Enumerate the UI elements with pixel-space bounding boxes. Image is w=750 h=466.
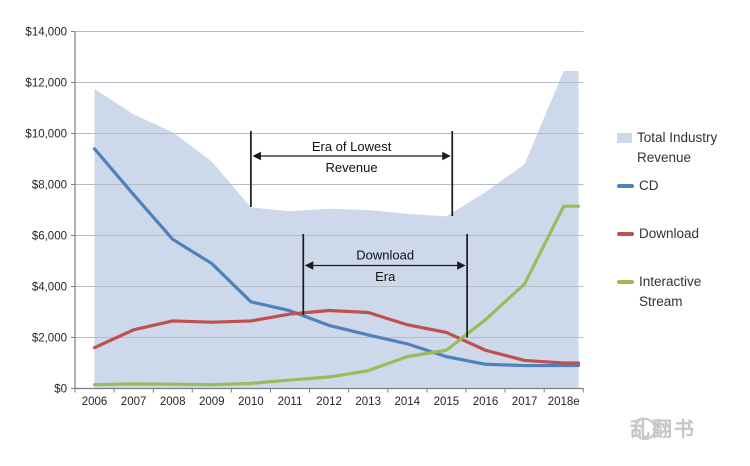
download-era-annotation: Download Era	[302, 234, 468, 338]
watermark-text: 乱翻书	[630, 419, 696, 441]
x-axis-label: 2018e	[548, 396, 580, 408]
x-axis-label: 2007	[121, 396, 147, 408]
era-of-lowest-revenue-label-line-2: Revenue	[326, 160, 378, 175]
y-axis-label: $6,000	[32, 231, 67, 243]
y-axis-label: $12,000	[25, 78, 67, 90]
legend-item-download: Download	[617, 224, 743, 244]
x-axis-label: 2009	[199, 396, 225, 408]
cd-line	[92, 147, 581, 368]
era-of-lowest-revenue-annotation: Era of Lowest Revenue	[250, 131, 454, 216]
x-axis-label: 2011	[278, 396, 303, 408]
x-axis-label: 2006	[82, 396, 108, 408]
download-era-label-line-1: Download	[356, 248, 414, 263]
legend-label-total-industry-revenue: Total Industry Revenue	[637, 130, 718, 165]
legend-label-interactive-stream: Interactive Stream	[639, 274, 702, 309]
download-line	[92, 308, 581, 365]
total-industry-revenue-swatch	[617, 133, 632, 143]
x-axis-label: 2010	[238, 396, 264, 408]
cd-line-swatch	[617, 184, 634, 188]
legend-item-cd: CD	[617, 176, 743, 196]
download-era-label-line-2: Era	[375, 269, 396, 284]
x-axis-label: 2013	[355, 396, 381, 408]
legend-label-download: Download	[639, 226, 700, 241]
x-axis-label: 2016	[473, 396, 499, 408]
watermark: 乱翻书	[630, 413, 696, 442]
y-axis-label: $8,000	[32, 180, 67, 192]
interactive-stream-line	[92, 204, 581, 387]
x-axis-label: 2012	[316, 396, 342, 408]
x-axis-label: 2008	[160, 396, 186, 408]
era-of-lowest-revenue-label-line-1: Era of Lowest	[312, 139, 392, 154]
legend-item-total-industry-revenue: Total Industry Revenue	[617, 128, 741, 168]
download-line-swatch	[617, 232, 634, 236]
x-axis-label: 2014	[395, 396, 421, 408]
x-axis-label: 2017	[512, 396, 538, 408]
y-axis-label: $14,000	[25, 27, 67, 39]
legend-item-interactive-stream: Interactive Stream	[617, 272, 743, 312]
legend-label-cd: CD	[639, 178, 659, 193]
y-axis-label: $10,000	[25, 129, 67, 141]
x-axis-label: 2015	[434, 396, 460, 408]
interactive-stream-line-swatch	[617, 280, 634, 284]
watermark-logo-icon	[633, 417, 657, 441]
chart-legend: Total Industry Revenue CD Download Inter…	[617, 0, 750, 466]
total-industry-revenue-area	[94, 71, 579, 389]
y-axis-label: $0	[54, 384, 67, 396]
y-axis-label: $4,000	[32, 282, 67, 294]
y-axis-label: $2,000	[32, 333, 67, 345]
